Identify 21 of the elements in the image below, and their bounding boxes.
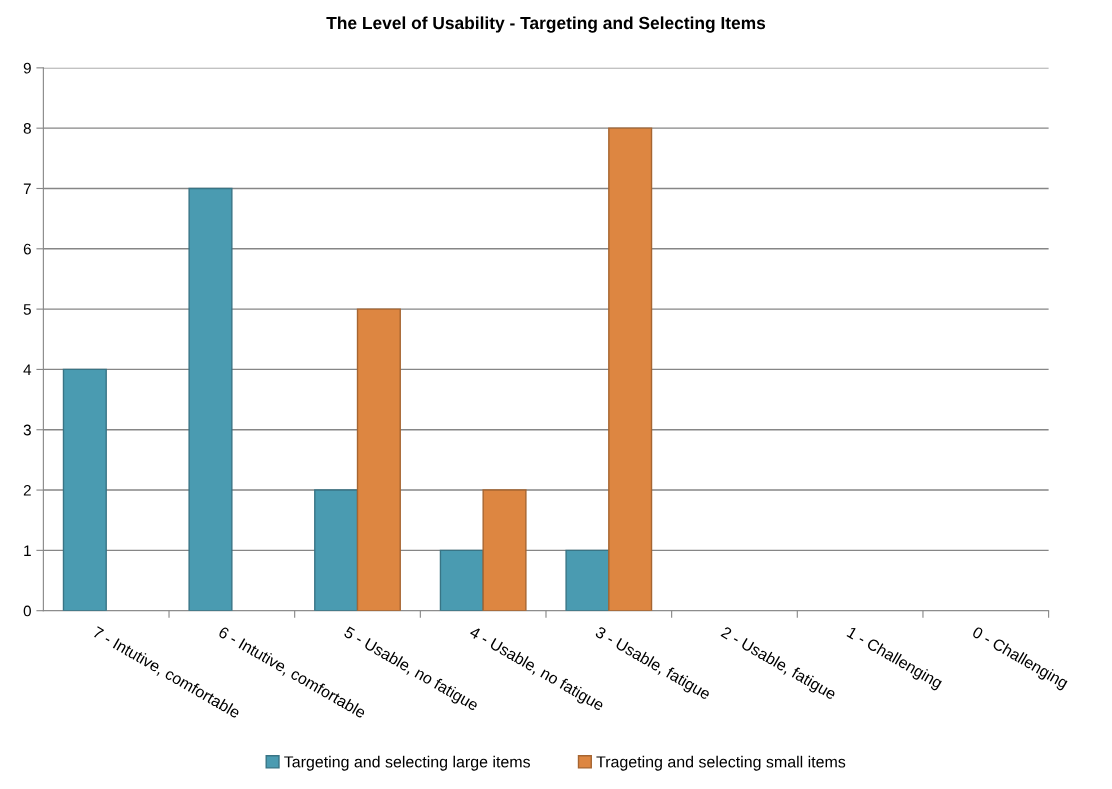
bar [314,489,359,611]
bar [62,368,107,611]
y-tick-label: 9 [23,62,31,74]
y-tick-label: 8 [23,123,31,134]
bar [356,308,401,611]
legend-label: Trageting and selecting small items [596,755,846,771]
bar [188,187,233,611]
legend-label: Targeting and selecting large items [284,755,531,771]
y-tick-label: 3 [23,424,31,436]
y-tick-label: 6 [23,243,31,255]
y-tick-label: 7 [23,183,31,195]
y-tick-label: 1 [24,545,31,556]
bar [439,549,484,611]
y-tick-label: 2 [23,484,31,496]
bar [608,127,653,611]
bar [565,549,610,611]
y-tick-label: 5 [23,304,31,315]
y-tick-label: 0 [23,605,31,617]
chart-title: The Level of Usability - Targeting and Selecting Items [326,16,766,33]
bar [482,489,527,611]
y-tick-label: 4 [23,364,32,375]
